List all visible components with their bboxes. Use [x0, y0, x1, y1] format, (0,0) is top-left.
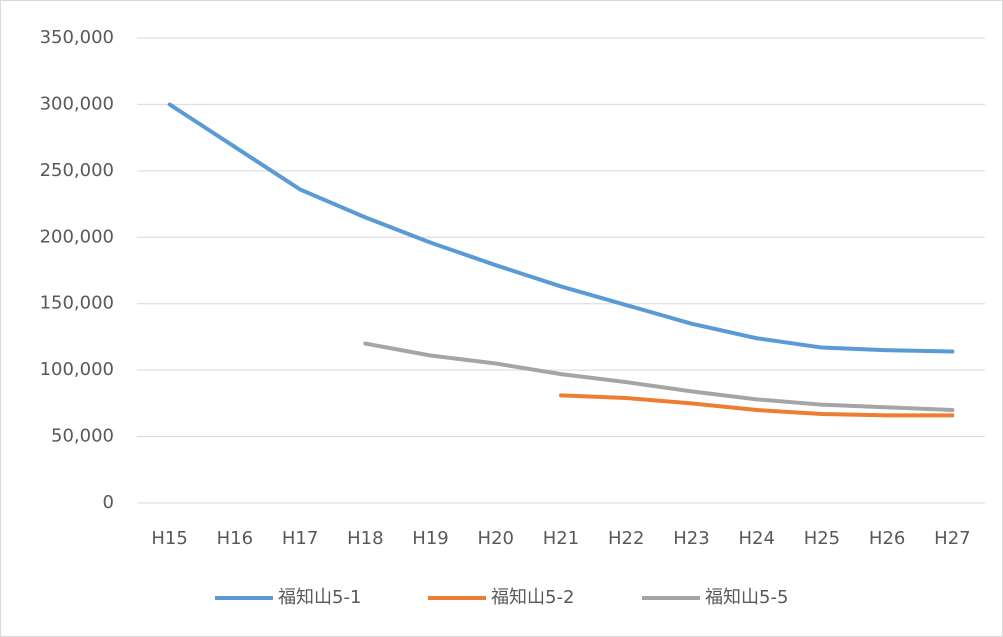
x-tick-label: H26 [869, 528, 905, 549]
x-tick-label: H21 [543, 528, 579, 549]
x-tick-label: H17 [282, 528, 318, 549]
x-tick-label: H16 [217, 528, 253, 549]
y-tick-label: 200,000 [40, 226, 114, 247]
y-tick-label: 50,000 [51, 426, 114, 447]
x-tick-label: H22 [608, 528, 644, 549]
x-tick-label: H18 [347, 528, 383, 549]
x-tick-label: H20 [478, 528, 514, 549]
x-tick-label: H19 [412, 528, 448, 549]
x-tick-label: H23 [673, 528, 709, 549]
y-tick-label: 250,000 [40, 160, 114, 181]
x-tick-label: H27 [934, 528, 970, 549]
y-tick-label: 0 [103, 492, 114, 513]
series-line [559, 393, 955, 418]
y-tick-label: 350,000 [40, 27, 114, 48]
legend-label: 福知山5-2 [491, 587, 574, 608]
y-tick-label: 300,000 [40, 93, 114, 114]
x-tick-label: H24 [738, 528, 774, 549]
legend-label: 福知山5-5 [705, 587, 788, 608]
series-line [167, 102, 955, 354]
x-tick-label: H25 [804, 528, 840, 549]
y-tick-label: 150,000 [40, 293, 114, 314]
legend-label: 福知山5-1 [278, 587, 361, 608]
x-tick-label: H15 [151, 528, 187, 549]
y-tick-label: 100,000 [40, 359, 114, 380]
series-line [363, 341, 955, 412]
